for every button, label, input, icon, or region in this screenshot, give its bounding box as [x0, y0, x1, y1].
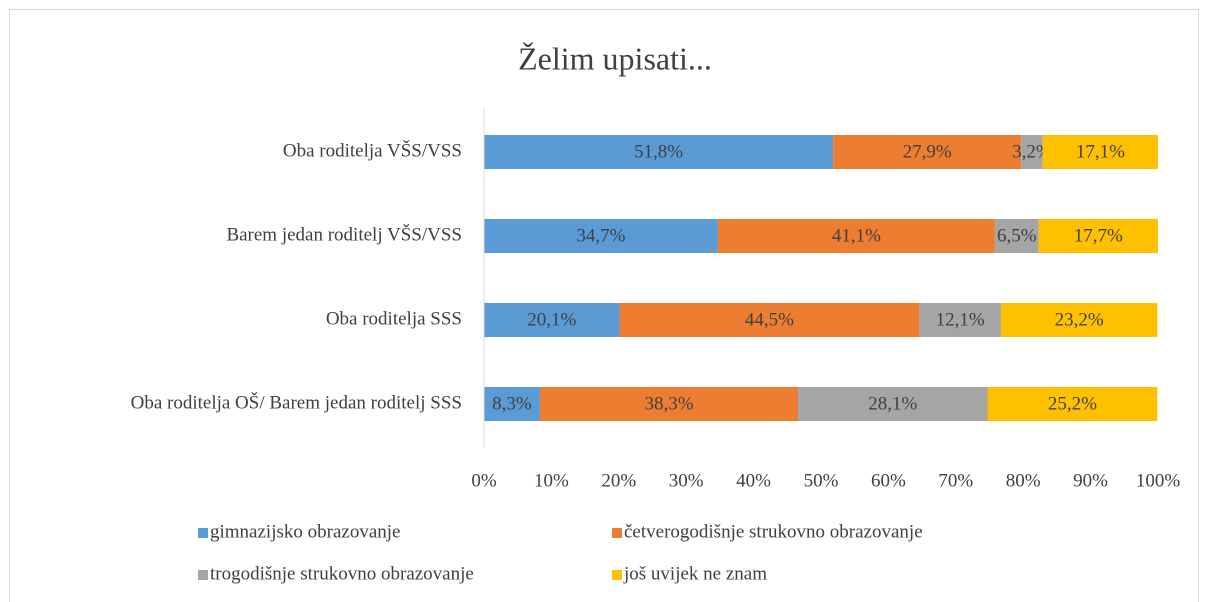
bar-segment	[994, 219, 1039, 253]
x-tick-label: 80%	[1006, 470, 1041, 491]
data-label: 20,1%	[527, 309, 576, 330]
bar-segment	[798, 387, 988, 421]
bar-segment	[1042, 135, 1158, 169]
bar-segment	[1000, 303, 1158, 337]
bar-segment	[919, 303, 1001, 337]
bar-segment	[1021, 135, 1043, 169]
x-tick-label: 20%	[601, 470, 636, 491]
bar-segment	[484, 387, 540, 421]
bar-segment	[833, 135, 1022, 169]
x-tick-label: 100%	[1136, 470, 1181, 491]
data-label: 34,7%	[576, 225, 625, 246]
y-tick-label: Barem jedan roditelj VŠS/VSS	[226, 223, 462, 245]
data-label: 44,5%	[745, 309, 794, 330]
data-label: 8,3%	[492, 393, 532, 414]
legend-swatch	[198, 528, 208, 538]
bar-segment	[484, 135, 834, 169]
legend-swatch	[612, 528, 622, 538]
data-label: 12,1%	[936, 309, 985, 330]
x-tick-label: 50%	[804, 470, 839, 491]
x-tick-label: 0%	[471, 470, 497, 491]
data-label: 28,1%	[868, 393, 917, 414]
x-tick-label: 90%	[1073, 470, 1108, 491]
data-label: 27,9%	[903, 141, 952, 162]
x-tick-label: 40%	[736, 470, 771, 491]
y-tick-label: Oba roditelja SSS	[326, 308, 462, 329]
legend-swatch	[198, 570, 208, 580]
bar-segment	[619, 303, 920, 337]
legend-label: četverogodišnje strukovno obrazovanje	[624, 521, 923, 542]
data-label: 3,2%	[1012, 141, 1052, 162]
data-label: 17,1%	[1076, 141, 1125, 162]
data-label: 23,2%	[1055, 309, 1104, 330]
legend-swatch	[612, 570, 622, 580]
y-tick-label: Oba roditelja VŠS/VSS	[283, 139, 462, 161]
data-label: 6,5%	[997, 225, 1037, 246]
x-tick-label: 10%	[534, 470, 569, 491]
x-tick-label: 70%	[938, 470, 973, 491]
legend-label: gimnazijsko obrazovanje	[210, 521, 400, 542]
data-label: 51,8%	[634, 141, 683, 162]
bar-segment	[484, 303, 620, 337]
data-label: 17,7%	[1074, 225, 1123, 246]
data-label: 41,1%	[832, 225, 881, 246]
data-label: 38,3%	[644, 393, 693, 414]
bar-segment	[484, 219, 718, 253]
bar-segment	[987, 387, 1158, 421]
y-tick-label: Oba roditelja OŠ/ Barem jedan roditelj S…	[131, 391, 462, 413]
x-tick-label: 60%	[871, 470, 906, 491]
legend-label: još uvijek ne znam	[623, 563, 767, 584]
chart-title: Želim upisati...	[518, 40, 712, 76]
data-label: 25,2%	[1048, 393, 1097, 414]
x-tick-label: 30%	[669, 470, 704, 491]
bar-segment	[1038, 219, 1158, 253]
bar-segment	[717, 219, 995, 253]
legend-label: trogodišnje strukovno obrazovanje	[210, 563, 474, 584]
bar-segment	[539, 387, 799, 421]
